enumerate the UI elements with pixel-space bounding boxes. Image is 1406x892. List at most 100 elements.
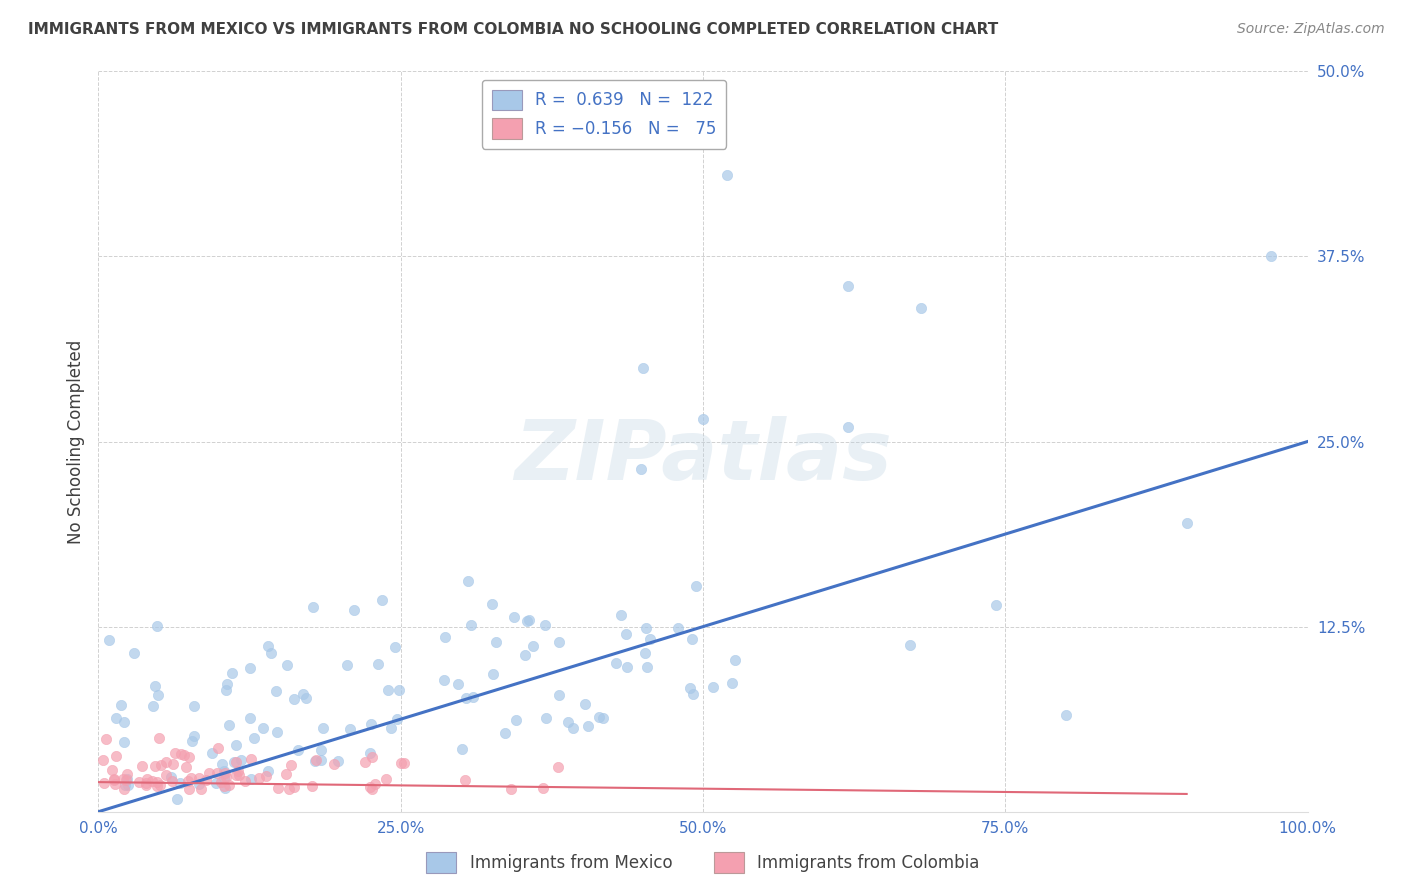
Point (515, 648, 537, 662)
Point (454, 690, 477, 705)
Point (311, 722, 333, 736)
Point (274, 767, 297, 781)
Point (460, 617, 482, 632)
Point (207, 766, 229, 780)
Point (141, 774, 163, 789)
Point (159, 770, 181, 784)
Point (371, 592, 394, 607)
Point (155, 755, 177, 769)
Point (609, 608, 631, 623)
Point (522, 639, 544, 653)
Point (96, 731, 118, 746)
Point (117, 778, 139, 792)
Point (516, 614, 538, 628)
Point (336, 658, 359, 673)
Point (243, 731, 266, 745)
Point (103, 773, 125, 788)
Point (150, 757, 173, 772)
Point (215, 682, 238, 697)
Point (534, 711, 557, 725)
Point (547, 760, 569, 774)
Point (112, 735, 135, 749)
Point (388, 682, 411, 697)
Point (360, 716, 382, 731)
Point (214, 765, 236, 780)
Point (212, 779, 235, 793)
Point (385, 712, 408, 726)
Point (679, 681, 702, 696)
Point (457, 574, 479, 588)
Point (177, 774, 200, 789)
Point (229, 753, 252, 767)
Point (548, 688, 571, 702)
Point (837, 419, 859, 434)
Point (260, 646, 283, 660)
Point (389, 756, 412, 770)
Point (256, 764, 278, 779)
Point (305, 753, 328, 767)
Point (267, 780, 290, 795)
Point (115, 767, 138, 781)
Point (256, 640, 278, 654)
Point (207, 741, 229, 756)
Point (380, 721, 402, 735)
Point (160, 774, 183, 789)
Point (112, 714, 135, 729)
Point (384, 640, 406, 654)
Point (225, 756, 247, 770)
Point (501, 782, 523, 797)
Point (898, 639, 921, 653)
Point (682, 687, 704, 701)
Point (177, 750, 200, 764)
Point (534, 618, 557, 632)
Point (309, 753, 332, 767)
Point (105, 711, 128, 725)
Point (142, 698, 165, 713)
Point (135, 776, 157, 790)
Point (301, 779, 323, 793)
Point (187, 772, 209, 786)
Point (131, 759, 153, 773)
Point (163, 746, 186, 760)
Point (239, 661, 262, 675)
Point (636, 660, 658, 674)
Point (837, 279, 859, 293)
Point (461, 690, 484, 704)
Point (280, 758, 302, 772)
Point (226, 764, 249, 778)
Point (177, 781, 200, 796)
Point (359, 746, 381, 760)
Point (724, 653, 747, 667)
Point (557, 714, 579, 729)
Point (447, 677, 470, 691)
Point (631, 360, 654, 375)
Point (1054, 708, 1077, 723)
Point (485, 634, 508, 648)
Point (170, 747, 193, 761)
Point (252, 721, 274, 735)
Point (360, 782, 382, 797)
Point (155, 767, 177, 781)
Point (561, 721, 583, 735)
Point (112, 781, 135, 796)
Point (614, 627, 637, 641)
Point (634, 646, 657, 660)
Point (146, 774, 169, 789)
Point (181, 734, 204, 748)
Point (720, 676, 742, 690)
Text: IMMIGRANTS FROM MEXICO VS IMMIGRANTS FROM COLOMBIA NO SCHOOLING COMPLETED CORREL: IMMIGRANTS FROM MEXICO VS IMMIGRANTS FRO… (28, 22, 998, 37)
Point (605, 656, 627, 670)
Point (205, 775, 228, 789)
Point (531, 781, 554, 796)
Point (481, 598, 503, 612)
Point (214, 764, 236, 778)
Point (174, 760, 197, 774)
Point (135, 778, 157, 792)
Point (266, 725, 288, 739)
Point (283, 780, 305, 794)
Point (183, 699, 205, 714)
Point (224, 755, 246, 769)
Point (339, 722, 361, 736)
Point (239, 711, 262, 725)
Point (375, 772, 398, 787)
